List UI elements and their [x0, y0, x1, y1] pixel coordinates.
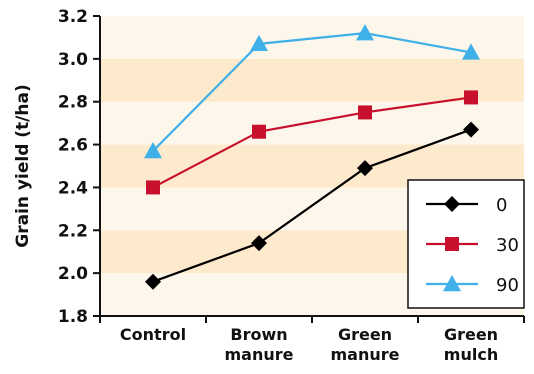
y-tick-label: 2.4: [58, 178, 88, 198]
legend-label: 90: [496, 275, 519, 296]
background-band: [100, 58, 524, 102]
x-category-label: Brown manure: [225, 325, 294, 364]
x-category-label: Green manure: [331, 325, 400, 364]
series-30: [146, 90, 478, 195]
x-category-label-line: Green: [338, 325, 392, 344]
data-point: [462, 43, 480, 60]
series-group: [144, 24, 480, 290]
y-tick-label: 3.2: [58, 7, 88, 27]
legend-item: 0: [426, 195, 507, 216]
legend: 0 30 90: [407, 179, 525, 309]
y-tick-label: 2.0: [58, 264, 88, 284]
series-90: [144, 24, 480, 159]
legend-item: 90: [426, 275, 519, 296]
y-axis-label: Grain yield (t/ha): [13, 84, 33, 247]
series-line: [152, 32, 472, 152]
data-point: [252, 124, 266, 139]
data-point: [145, 273, 161, 290]
y-tick-label: 1.8: [58, 307, 88, 327]
x-category-label: Control: [120, 325, 186, 344]
legend-label: 0: [496, 195, 507, 216]
data-point: [251, 235, 267, 252]
data-point: [356, 24, 374, 41]
x-category-label: Green mulch: [444, 325, 498, 364]
y-tick-label: 2.6: [58, 136, 88, 156]
y-tick-label: 3.0: [58, 50, 88, 70]
x-category-label-line: manure: [225, 345, 294, 364]
y-tick-label: 2.8: [58, 93, 88, 113]
x-category-label-line: Brown: [230, 325, 287, 344]
y-tick-label: 2.2: [58, 221, 88, 241]
legend-marker: [445, 237, 459, 251]
x-category-label-line: manure: [331, 345, 400, 364]
series-line: [152, 96, 472, 189]
legend-marker: [443, 275, 461, 292]
legend-marker: [444, 196, 460, 212]
data-point: [144, 142, 162, 159]
x-category-label-line: mulch: [444, 345, 498, 364]
data-point: [464, 90, 478, 105]
data-point: [146, 180, 160, 195]
x-category-label-line: Control: [120, 325, 186, 344]
data-point: [358, 105, 372, 120]
legend-item: 30: [426, 235, 519, 256]
data-point: [463, 121, 479, 138]
x-category-label-line: Green: [444, 325, 498, 344]
series-0: [145, 121, 479, 290]
legend-label: 30: [496, 235, 519, 256]
y-ticks: 1.8 2.0 2.2 2.4 2.6 2.8 3.0 3.2: [58, 7, 100, 327]
data-point: [250, 34, 268, 52]
data-point: [357, 160, 373, 177]
series-line: [152, 128, 472, 283]
